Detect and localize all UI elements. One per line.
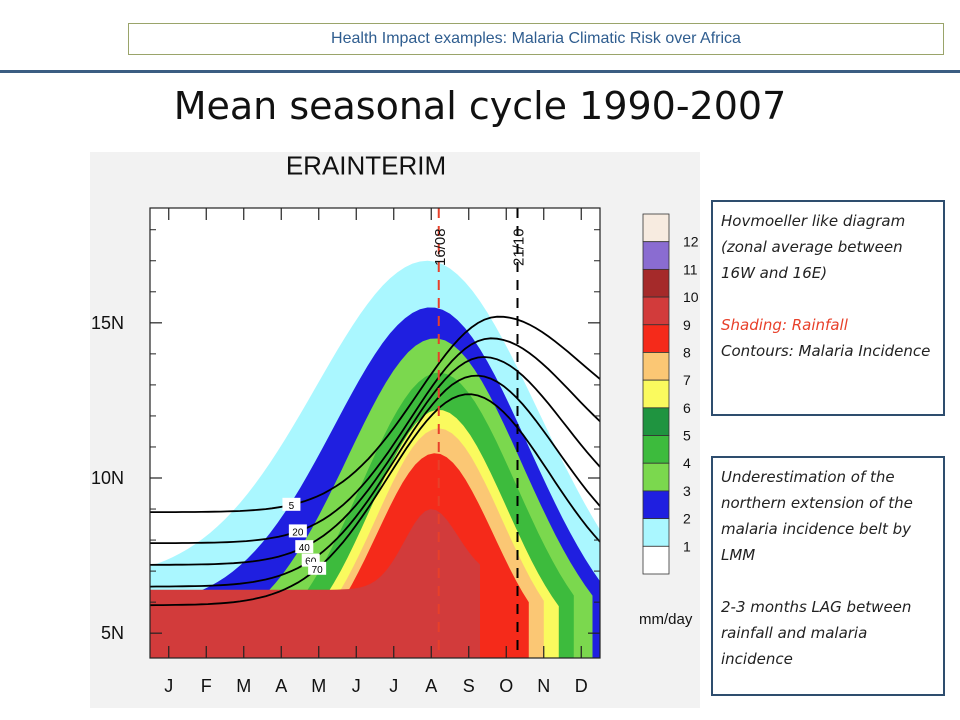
y-tick-label: 15N	[91, 313, 124, 333]
colorbar-swatch	[642, 352, 670, 381]
malaria-contour-label-text: 20	[292, 527, 304, 538]
colorbar-swatch	[642, 296, 670, 326]
colorbar-swatch	[642, 407, 670, 436]
colorbar-unit: mm/day	[639, 611, 693, 628]
x-tick-label: M	[311, 676, 326, 696]
malaria-contour-label: 20	[288, 524, 307, 538]
colorbar-swatch	[642, 268, 670, 298]
malaria-contour-label-text: 40	[299, 543, 311, 554]
annotation-box-hovmoeller: Hovmoeller like diagram (zonal average b…	[711, 200, 945, 416]
colorbar-swatch	[642, 518, 670, 547]
colorbar-label: 4	[683, 455, 691, 471]
malaria-contour-label: 40	[295, 540, 314, 554]
x-tick-label: M	[236, 676, 251, 696]
x-tick-label: J	[352, 676, 361, 696]
annotation-underestimation: Underestimation of the northern extensio…	[721, 468, 913, 564]
malaria-contour-70	[150, 393, 600, 607]
plot-frame	[149, 207, 601, 659]
colorbar-label: 2	[683, 511, 691, 527]
chart-title: ERAINTERIM	[286, 152, 446, 181]
y-tick-label: 5N	[101, 623, 124, 643]
colorbar-label: 9	[683, 317, 691, 333]
colorbar-label: 3	[683, 483, 691, 499]
x-tick-label: O	[499, 676, 513, 696]
malaria-contour-label-text: 70	[312, 565, 324, 576]
colorbar-swatch	[642, 462, 670, 492]
page-title: Mean seasonal cycle 1990-2007	[173, 84, 787, 128]
header-banner: Health Impact examples: Malaria Climatic…	[128, 23, 944, 55]
header-banner-text: Health Impact examples: Malaria Climatic…	[331, 30, 741, 47]
colorbar-swatch	[642, 241, 670, 270]
colorbar-label: 7	[683, 372, 691, 388]
colorbar-swatch	[642, 213, 670, 243]
malaria-contour-label: 5	[282, 497, 301, 512]
malaria-contour-5	[150, 315, 600, 513]
date-marker-label: 16/08	[432, 228, 449, 266]
colorbar-swatch	[642, 490, 670, 520]
colorbar-label: 5	[683, 428, 691, 444]
annotation-contours-label: Contours: Malaria Incidence	[721, 342, 931, 360]
malaria-contour-60	[150, 374, 600, 588]
malaria-contour-label-text: 5	[289, 501, 295, 512]
colorbar-label: 8	[683, 344, 691, 360]
malaria-contour-label: 70	[308, 561, 327, 576]
colorbar-label: 12	[683, 234, 699, 250]
x-tick-label: A	[425, 676, 437, 696]
colorbar-label: 10	[683, 289, 699, 305]
x-tick-label: D	[575, 676, 588, 696]
x-tick-label: N	[537, 676, 550, 696]
date-marker-label: 21/10	[511, 228, 528, 266]
colorbar-label: 1	[683, 538, 691, 554]
x-tick-label: A	[275, 676, 287, 696]
colorbar-swatch	[642, 435, 670, 464]
header-divider	[0, 70, 960, 73]
annotation-shading-label: Shading: Rainfall	[721, 316, 848, 334]
x-tick-label: S	[463, 676, 475, 696]
annotation-box-findings: Underestimation of the northern extensio…	[711, 456, 945, 696]
malaria-contour-20	[150, 337, 600, 544]
colorbar-swatch	[642, 545, 670, 575]
rainfall-band-level-10	[150, 509, 480, 658]
y-tick-label: 10N	[91, 468, 124, 488]
colorbar-swatch	[642, 324, 670, 353]
colorbar-label: 11	[683, 261, 698, 277]
colorbar-label: 6	[683, 400, 691, 416]
malaria-contour-40	[150, 356, 600, 566]
colorbar-swatch	[642, 379, 670, 409]
x-tick-label: F	[201, 676, 212, 696]
x-tick-label: J	[389, 676, 398, 696]
x-tick-label: J	[164, 676, 173, 696]
annotation-lag: 2-3 months LAG between rainfall and mala…	[721, 598, 912, 668]
annotation-diagram-description: Hovmoeller like diagram (zonal average b…	[721, 212, 906, 282]
